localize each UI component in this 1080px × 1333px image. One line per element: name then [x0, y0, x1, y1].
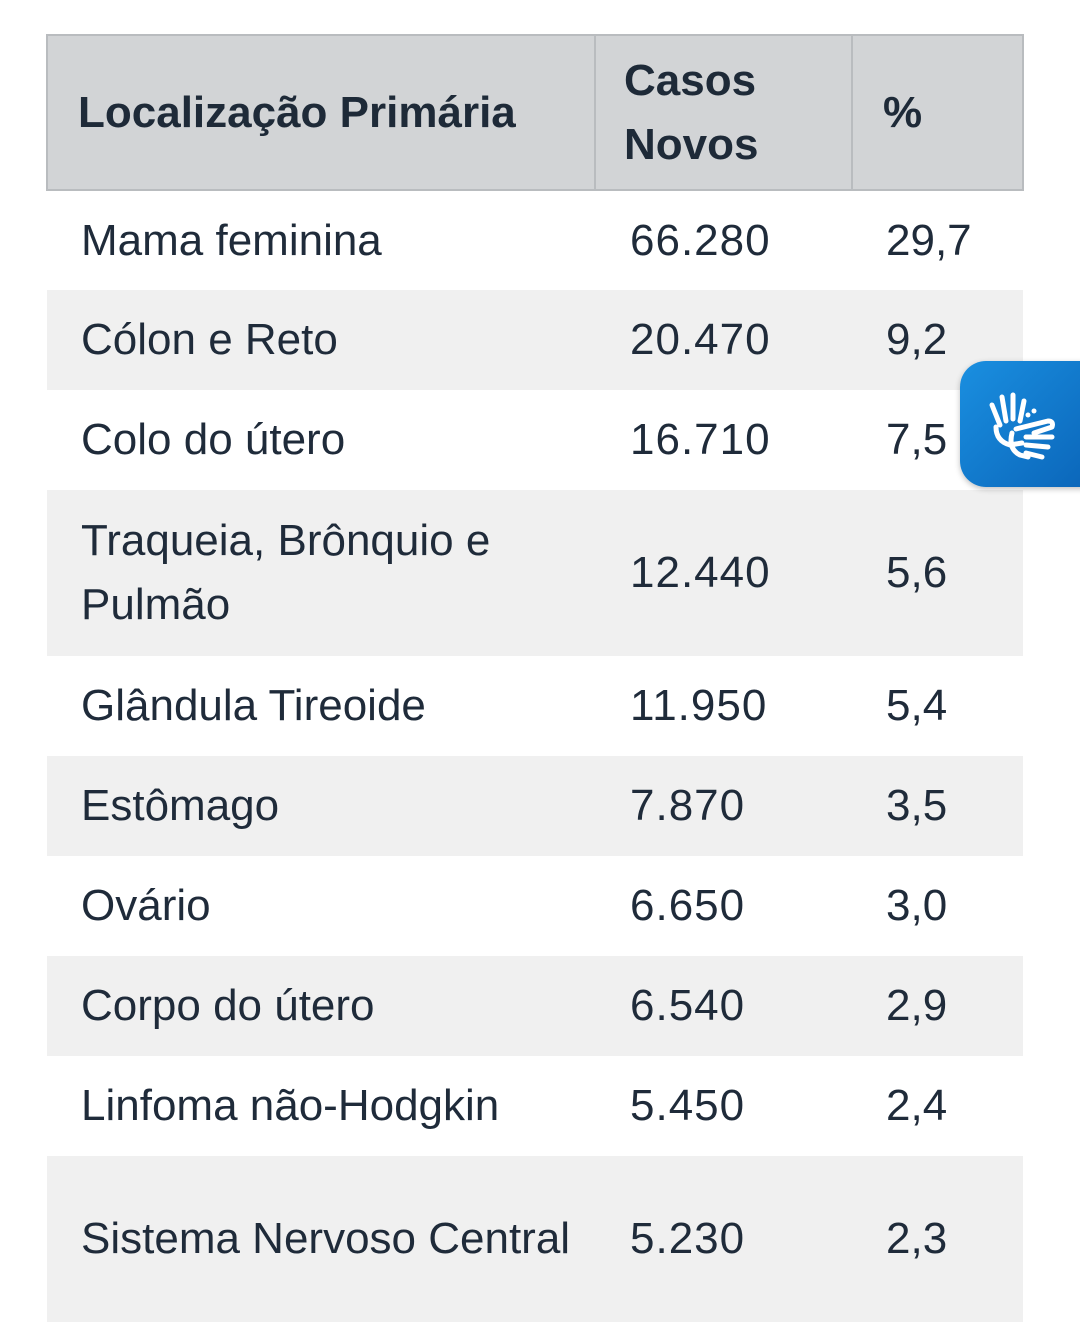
row-cases: 5.230: [595, 1156, 852, 1322]
row-percent: 5,6: [852, 490, 1023, 656]
row-cases: 20.470: [595, 290, 852, 390]
row-percent: 2,4: [886, 1081, 948, 1130]
row-location: Sistema Nervoso Central: [47, 1156, 595, 1322]
row-location: Estômago: [47, 756, 595, 856]
header-location: Localização Primária: [46, 34, 596, 191]
cancer-incidence-table: Localização Primária Casos Novos % Mama …: [46, 34, 1024, 1322]
row-location: Traqueia, Brônquio e Pulmão: [47, 490, 595, 656]
row-cases: 11.950: [630, 681, 768, 730]
row-location: Mama feminina: [81, 215, 382, 265]
row-percent: 3,5: [852, 756, 1023, 856]
row-location: Corpo do útero: [47, 956, 595, 1056]
row-percent: 29,7: [886, 215, 972, 265]
row-percent: 2,3: [852, 1156, 1023, 1322]
table-row: Sistema Nervoso Central 5.230 2,3: [47, 1156, 1023, 1322]
sign-language-hands-icon: [989, 392, 1055, 460]
header-new-cases-line1: Casos: [624, 55, 757, 105]
header-row: Localização Primária Casos Novos %: [46, 34, 1024, 191]
row-cases: 5.450: [630, 1081, 746, 1130]
table-row: Ovário 6.650 3,0: [47, 856, 1023, 956]
row-location: Cólon e Reto: [47, 290, 595, 390]
row-location: Ovário: [81, 881, 211, 930]
table-row: Corpo do útero 6.540 2,9: [47, 956, 1023, 1056]
row-percent: 2,9: [852, 956, 1023, 1056]
header-percent: %: [851, 34, 1024, 191]
table-row: Colo do útero 16.710 7,5: [47, 390, 1023, 490]
header-new-cases: Casos Novos: [594, 34, 853, 191]
row-location: Linfoma não-Hodgkin: [81, 1081, 500, 1130]
table-row: Estômago 7.870 3,5: [47, 756, 1023, 856]
table-header: Localização Primária Casos Novos %: [46, 34, 1024, 191]
table-body: Mama feminina 66.280 29,7 Cólon e Reto 2…: [47, 190, 1023, 1322]
row-cases: 12.440: [595, 490, 852, 656]
row-percent: 7,5: [886, 415, 948, 464]
table-row: Traqueia, Brônquio e Pulmão 12.440 5,6: [47, 490, 1023, 656]
accessibility-widget-button[interactable]: [960, 361, 1080, 487]
table-row: Cólon e Reto 20.470 9,2: [47, 290, 1023, 390]
row-location: Colo do útero: [81, 415, 346, 464]
row-location: Glândula Tireoide: [81, 681, 426, 730]
header-new-cases-line2: Novos: [624, 119, 759, 169]
row-cases: 66.280: [630, 215, 771, 265]
table-row: Glândula Tireoide 11.950 5,4: [47, 656, 1023, 756]
table-row: Linfoma não-Hodgkin 5.450 2,4: [47, 1056, 1023, 1156]
row-percent: 5,4: [886, 681, 948, 730]
row-percent: 9,2: [852, 290, 1023, 390]
row-cases: 6.650: [630, 881, 746, 930]
table-row: Mama feminina 66.280 29,7: [47, 190, 1023, 290]
row-cases: 16.710: [630, 415, 771, 464]
row-percent: 3,0: [886, 881, 948, 930]
row-cases: 6.540: [595, 956, 852, 1056]
row-cases: 7.870: [595, 756, 852, 856]
